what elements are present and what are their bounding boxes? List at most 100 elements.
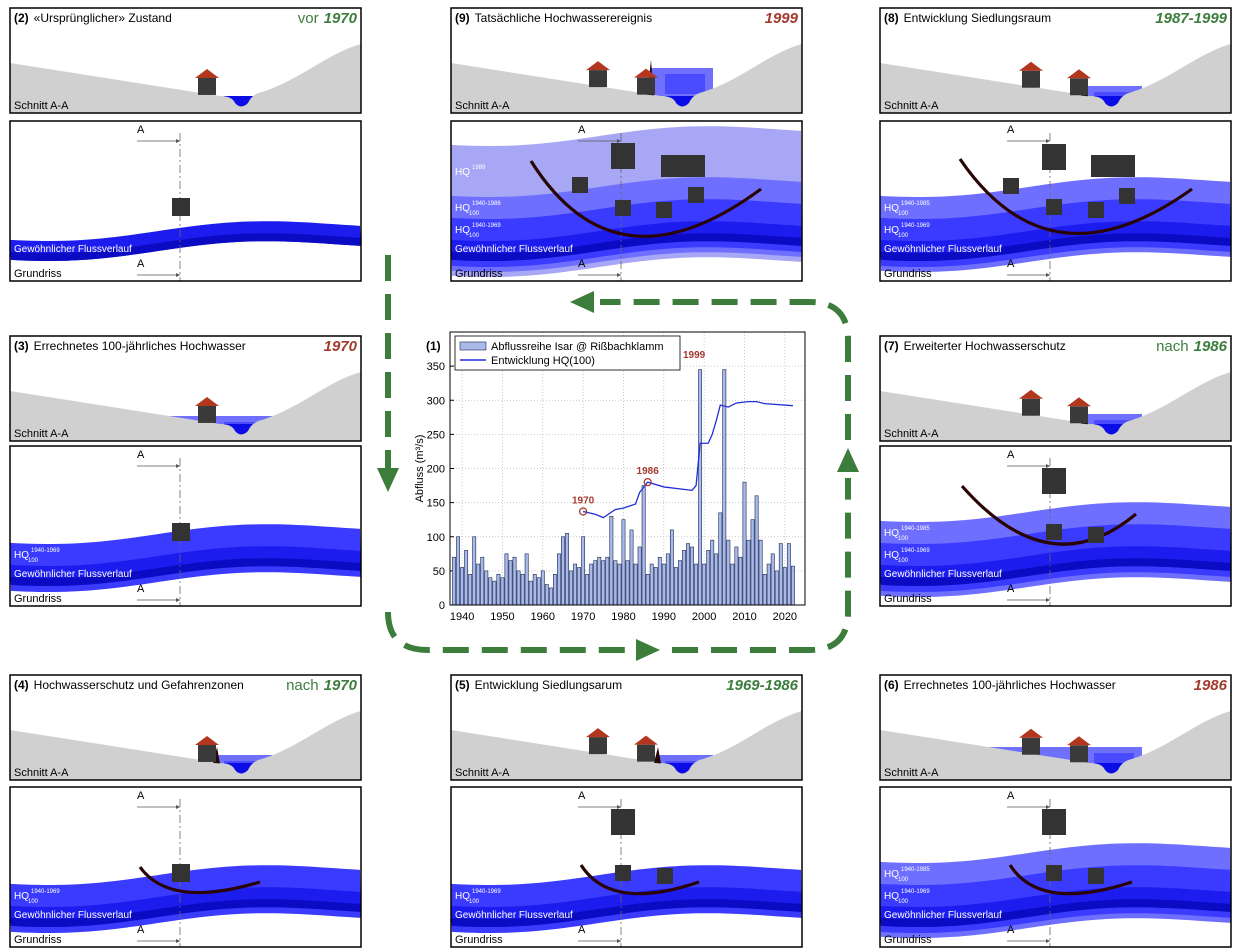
plan-view: HQ 1940-1969 100 Gewöhnlicher Flussverlauf A… bbox=[9, 445, 362, 607]
panel-number: (7) bbox=[884, 339, 899, 353]
terrain bbox=[10, 372, 361, 441]
house bbox=[1088, 202, 1104, 218]
bar bbox=[621, 519, 626, 606]
hq-label: HQ 1999 bbox=[455, 165, 486, 178]
house bbox=[1088, 527, 1104, 543]
section-marker-arrow bbox=[1046, 805, 1050, 809]
bar bbox=[641, 485, 646, 606]
panel-title: (4) Hochwasserschutz und Gefahrenzonen bbox=[14, 678, 244, 692]
panel-number: (5) bbox=[455, 678, 470, 692]
panel-title-text: Tatsächliche Hochwasserereignis bbox=[475, 11, 652, 25]
bar bbox=[508, 560, 513, 606]
period-year: 1970 bbox=[324, 338, 358, 355]
section-view: (8) Entwicklung Siedlungsraum 1987-1999 Sch… bbox=[879, 7, 1232, 114]
bar bbox=[722, 369, 727, 606]
arrow-path bbox=[672, 478, 851, 653]
section-view: (4) Hochwasserschutz und Gefahrenzonen nac… bbox=[9, 674, 362, 781]
plan-content: HQ 1940-1969 100 Gewöhnlicher Flussverlauf A… bbox=[451, 787, 802, 947]
hq-label: HQ 1940-1969 100 bbox=[884, 889, 930, 905]
section-marker-arrow bbox=[1046, 939, 1050, 943]
house bbox=[1046, 524, 1062, 540]
bar bbox=[698, 369, 703, 606]
section-view: (5) Entwicklung Siedlungsarum 1969-1986 Sch… bbox=[450, 674, 803, 781]
river-label: Gewöhnlicher Flussverlauf bbox=[14, 910, 132, 921]
house bbox=[1003, 178, 1019, 194]
bar bbox=[734, 546, 739, 606]
x-tick-label: 1950 bbox=[490, 611, 514, 623]
section-frame bbox=[450, 674, 803, 781]
bar bbox=[581, 536, 586, 606]
panel-period: 1987-1999 bbox=[1155, 10, 1227, 27]
section-marker-arrow bbox=[176, 139, 180, 143]
hq-main: HQ bbox=[14, 891, 29, 902]
section-marker-arrow bbox=[617, 139, 621, 143]
period-prefix: vor bbox=[298, 10, 319, 27]
bar bbox=[766, 563, 771, 606]
section-content bbox=[10, 675, 361, 780]
section-label: Schnitt A-A bbox=[14, 100, 69, 112]
section-marker: A bbox=[137, 583, 145, 595]
bar bbox=[742, 481, 747, 606]
section-content bbox=[880, 336, 1231, 441]
river-label: Gewöhnlicher Flussverlauf bbox=[884, 244, 1002, 255]
x-tick-label: 2010 bbox=[732, 611, 756, 623]
section-content bbox=[880, 8, 1231, 113]
hq-sub: 100 bbox=[469, 899, 480, 905]
panel-title: (6) Errechnetes 100-jährliches Hochwasser bbox=[884, 678, 1116, 692]
section-marker: A bbox=[137, 449, 145, 461]
bar bbox=[657, 556, 662, 606]
section-marker-arrow bbox=[617, 805, 621, 809]
section-marker: A bbox=[1007, 924, 1015, 936]
panel-title: (2) «Ursprünglicher» Zustand bbox=[14, 11, 172, 25]
y-tick-label: 300 bbox=[427, 395, 445, 407]
arrow-head bbox=[837, 448, 859, 472]
house bbox=[172, 198, 190, 216]
bar bbox=[678, 560, 682, 606]
hq-label: HQ 1940-1985 100 bbox=[884, 867, 930, 883]
section-marker-arrow bbox=[617, 273, 621, 277]
section-label: Schnitt A-A bbox=[884, 100, 939, 112]
house bbox=[589, 70, 607, 88]
panel-number: (8) bbox=[884, 11, 899, 25]
panel-title-text: Entwicklung Siedlungsarum bbox=[475, 678, 622, 692]
period-year: 1969-1986 bbox=[726, 677, 798, 694]
section-marker-arrow bbox=[176, 598, 180, 602]
hq-sup: 1940-1986 bbox=[472, 201, 501, 207]
panel-period: nach 1986 bbox=[1156, 338, 1228, 355]
y-tick-label: 50 bbox=[433, 566, 445, 578]
bar bbox=[770, 553, 775, 606]
bar bbox=[786, 543, 791, 606]
legend-box bbox=[454, 335, 681, 371]
bar bbox=[504, 553, 509, 606]
hq-sub: 100 bbox=[28, 558, 39, 564]
plan-label: Grundriss bbox=[884, 268, 932, 280]
hq-sub: 100 bbox=[898, 211, 909, 217]
hq-label: HQ 1940-1969 100 bbox=[884, 548, 930, 564]
bar bbox=[585, 573, 590, 606]
protection-line bbox=[529, 160, 762, 238]
arrow-path bbox=[385, 611, 630, 653]
x-tick-label: 1960 bbox=[531, 611, 555, 623]
legend-label: Abflussreihe Isar @ Rißbachklamm bbox=[491, 341, 664, 353]
legend-swatch bbox=[459, 341, 487, 351]
section-label: Schnitt A-A bbox=[455, 100, 510, 112]
hq-sup: 1940-1985 bbox=[901, 526, 930, 532]
bar bbox=[790, 565, 795, 606]
panel-title: (8) Entwicklung Siedlungsraum bbox=[884, 11, 1051, 25]
period-year: 1970 bbox=[324, 10, 358, 27]
hq-sub: 100 bbox=[469, 233, 480, 239]
hq-sup: 1940-1969 bbox=[901, 223, 930, 229]
hq-label: HQ 1940-1985 100 bbox=[884, 201, 930, 217]
bar bbox=[706, 550, 711, 606]
river-core bbox=[10, 558, 361, 587]
bar bbox=[625, 560, 630, 606]
bar bbox=[540, 570, 545, 606]
hq-sup: 1940-1985 bbox=[901, 201, 930, 207]
plan-content: Gewöhnlicher Flussverlauf A A bbox=[10, 121, 361, 281]
bar bbox=[496, 573, 501, 606]
house bbox=[1070, 745, 1088, 763]
hq-main: HQ bbox=[884, 528, 899, 539]
